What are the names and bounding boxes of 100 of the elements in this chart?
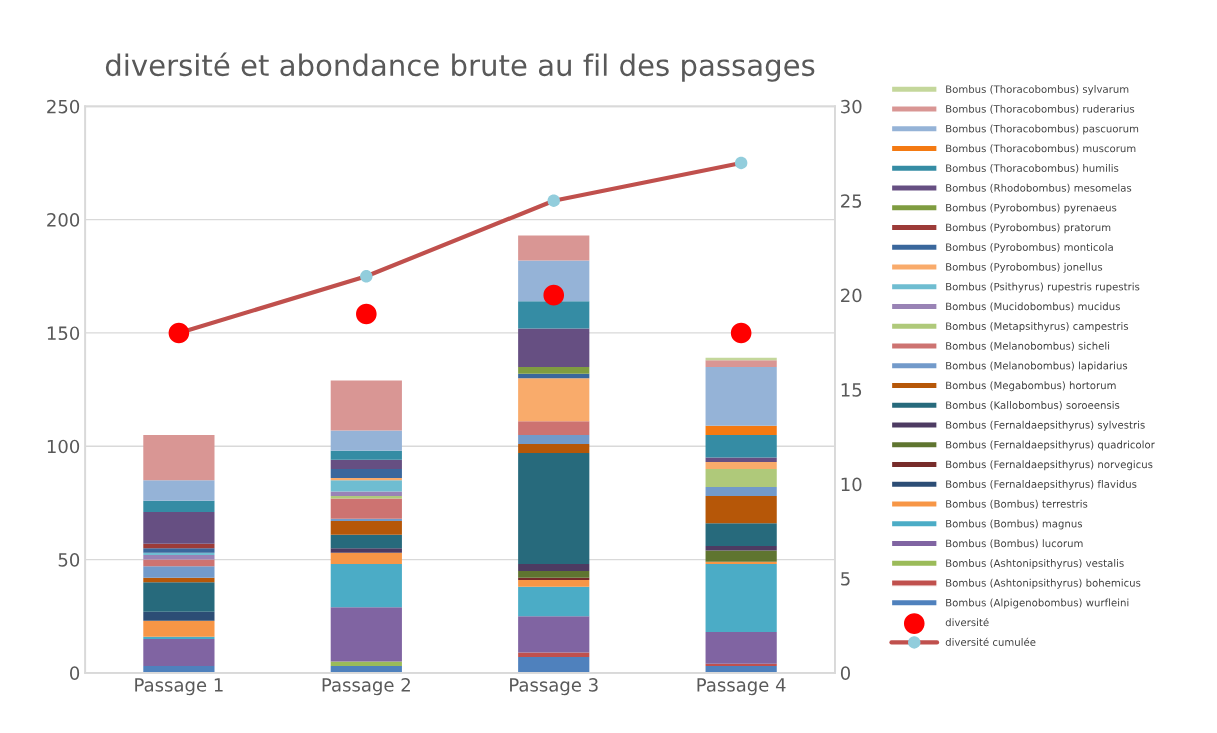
bar bbox=[143, 582, 215, 612]
bar bbox=[330, 607, 402, 662]
bar bbox=[705, 462, 777, 469]
bar bbox=[518, 616, 590, 653]
point bbox=[356, 303, 377, 325]
y2-tick-label: 30 bbox=[841, 99, 862, 114]
bar bbox=[518, 421, 590, 435]
bar bbox=[330, 450, 402, 460]
bar bbox=[518, 453, 590, 565]
bar bbox=[705, 632, 777, 664]
bar bbox=[143, 511, 215, 544]
bar bbox=[518, 366, 590, 374]
legend-label: Bombus (Alpigenobombus) wurfleini bbox=[946, 598, 1129, 609]
bar bbox=[143, 555, 215, 560]
bar bbox=[143, 620, 215, 637]
bar bbox=[330, 564, 402, 608]
bar bbox=[518, 434, 590, 444]
legend-label: Bombus (Thoracobombus) muscorum bbox=[946, 144, 1136, 154]
bar bbox=[518, 301, 590, 329]
bar bbox=[330, 498, 402, 519]
legend-label: Bombus (Psithyrus) rupestris rupestris bbox=[946, 282, 1140, 293]
bar bbox=[518, 579, 590, 587]
bar bbox=[518, 586, 590, 617]
bar bbox=[705, 496, 777, 524]
bar bbox=[143, 500, 215, 512]
bar bbox=[143, 480, 215, 501]
x-tick-label: Passage 1 bbox=[135, 678, 223, 696]
bar bbox=[330, 380, 402, 431]
bar bbox=[143, 566, 215, 578]
point bbox=[360, 270, 373, 283]
bar bbox=[705, 425, 777, 435]
x-tick-label: Passage 4 bbox=[697, 678, 786, 696]
bar bbox=[705, 360, 777, 367]
bar bbox=[330, 430, 402, 451]
legend-label: Bombus (Fernaldaepsithyrus) norvegicus bbox=[946, 460, 1153, 471]
bar bbox=[518, 443, 590, 454]
legend-label: Bombus (Pyrobombus) jonellus bbox=[946, 262, 1103, 273]
bar bbox=[143, 638, 215, 667]
legend-label: Bombus (Ashtonipsithyrus) bohemicus bbox=[946, 578, 1141, 589]
bar bbox=[330, 480, 402, 492]
bar bbox=[143, 611, 215, 621]
y-tick-label: 50 bbox=[58, 553, 80, 567]
legend-label: Bombus (Ashtonipsithyrus) vestalis bbox=[946, 559, 1124, 569]
y-tick-label: 150 bbox=[47, 326, 80, 341]
point bbox=[734, 156, 748, 170]
y2-tick-label: 5 bbox=[841, 572, 850, 586]
bar bbox=[330, 468, 402, 478]
bar bbox=[330, 548, 402, 553]
bar bbox=[705, 564, 777, 633]
legend-label: Bombus (Pyrobombus) monticola bbox=[946, 243, 1113, 253]
y2-tick-label: 25 bbox=[841, 194, 862, 208]
bar bbox=[330, 534, 402, 549]
bar bbox=[518, 564, 590, 571]
legend-label: Bombus (Fernaldaepsithyrus) sylvestris bbox=[946, 420, 1145, 431]
legend-label: diversité bbox=[945, 617, 989, 627]
legend-label: Bombus (Rhodobombus) mesomelas bbox=[946, 183, 1132, 193]
bar bbox=[705, 487, 777, 497]
legend-label: Bombus (Melanobombus) lapidarius bbox=[946, 361, 1128, 372]
y2-tick-label: 10 bbox=[841, 477, 862, 492]
legend-label: diversité cumulée bbox=[945, 637, 1036, 646]
bar bbox=[330, 552, 402, 565]
legend-label: Bombus (Thoracobombus) humilis bbox=[946, 164, 1119, 174]
y2-tick-label: 0 bbox=[840, 666, 851, 681]
bar bbox=[705, 550, 777, 562]
y-tick-label: 250 bbox=[47, 99, 80, 114]
legend-label: Bombus (Fernaldaepsithyrus) quadricolor bbox=[946, 440, 1155, 451]
bar bbox=[705, 523, 777, 546]
legend-label: Bombus (Pyrobombus) pyrenaeus bbox=[946, 203, 1117, 214]
legend-label: Bombus (Thoracobombus) ruderarius bbox=[946, 104, 1135, 114]
bar bbox=[705, 468, 777, 488]
bar bbox=[705, 545, 777, 551]
bar bbox=[330, 459, 402, 469]
bar bbox=[518, 235, 590, 261]
x-tick-label: Passage 2 bbox=[322, 678, 410, 696]
bar bbox=[518, 570, 590, 578]
legend-label: Bombus (Bombus) magnus bbox=[946, 519, 1083, 530]
point bbox=[730, 322, 752, 344]
point bbox=[168, 322, 190, 344]
legend-label: Bombus (Pyrobombus) pratorum bbox=[946, 223, 1111, 234]
legend-label: Bombus (Bombus) lucorum bbox=[946, 539, 1083, 549]
bar bbox=[518, 260, 590, 302]
x-tick-label: Passage 3 bbox=[510, 678, 598, 696]
y2-tick-label: 15 bbox=[841, 383, 862, 397]
bar bbox=[330, 521, 402, 535]
point bbox=[547, 194, 560, 207]
legend-label: Bombus (Megabombus) hortorum bbox=[946, 381, 1116, 392]
legend-label: Bombus (Mucidobombus) mucidus bbox=[946, 302, 1120, 312]
legend-label: Bombus (Metapsithyrus) campestris bbox=[946, 322, 1129, 332]
legend-label: Bombus (Kallobombus) soroeensis bbox=[946, 401, 1120, 411]
y-tick-label: 0 bbox=[70, 666, 80, 681]
bar bbox=[518, 652, 590, 658]
y-tick-label: 100 bbox=[47, 439, 80, 454]
bar bbox=[518, 378, 590, 422]
legend-label: Bombus (Thoracobombus) pascuorum bbox=[946, 124, 1139, 135]
y-tick-label: 200 bbox=[47, 213, 80, 227]
bar bbox=[705, 366, 777, 426]
bar bbox=[143, 548, 215, 553]
legend-label: Bombus (Thoracobombus) sylvarum bbox=[946, 85, 1129, 95]
point bbox=[543, 284, 565, 306]
y2-tick-label: 20 bbox=[841, 288, 862, 303]
